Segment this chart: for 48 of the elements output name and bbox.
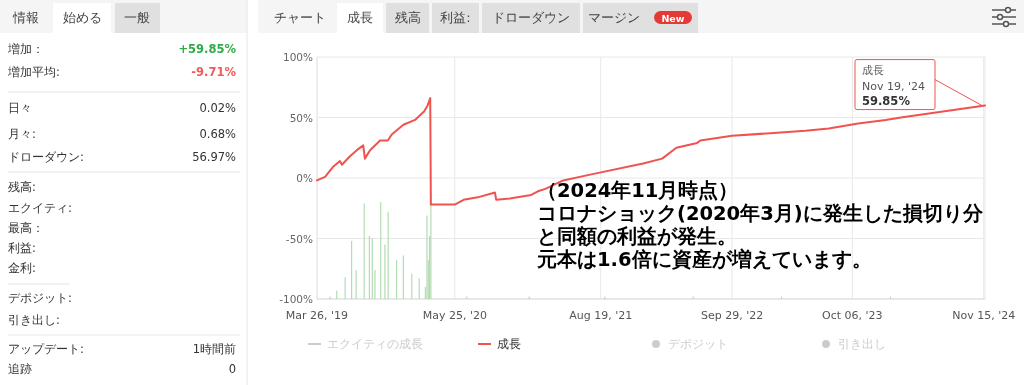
text: デポジット: <box>8 291 72 305</box>
y-tick-label: 0% <box>296 172 314 184</box>
annotation: （2024年11月時点） <box>537 179 739 202</box>
text: 56.97% <box>192 150 237 164</box>
text: -9.71% <box>191 65 237 79</box>
text: ドローダウン <box>492 10 570 25</box>
text: 情報 <box>12 10 39 25</box>
y-tick-label: -50% <box>285 232 314 245</box>
text: 日々 <box>8 101 32 115</box>
text: +59.85% <box>178 42 237 56</box>
x-tick-label: Aug 19, '21 <box>569 309 633 322</box>
text: マージン <box>588 10 640 25</box>
x-tick-label: Nov 15, '24 <box>952 309 1016 322</box>
text: 成長 <box>347 10 373 25</box>
text: エクイティ: <box>8 201 72 215</box>
annotation: 元本は1.6倍に資産が増えています。 <box>536 248 872 271</box>
text: 残高 <box>394 10 421 25</box>
text: 0 <box>228 362 236 376</box>
y-tick-label: 50% <box>289 111 314 124</box>
text: チャート <box>274 10 326 25</box>
text: 残高: <box>8 180 36 194</box>
text: 0.68% <box>199 127 237 141</box>
text: 1時間前 <box>192 342 236 356</box>
x-tick-label: Sep 29, '22 <box>700 309 764 322</box>
text: 月々: <box>8 127 36 141</box>
annotation: コロナショック(2020年3月)に発生した損切り分 <box>537 202 984 225</box>
text: 追跡 <box>8 362 32 376</box>
text: アップデート: <box>8 342 84 356</box>
text: 増加平均: <box>7 65 60 79</box>
text: 引き出し: <box>8 313 60 327</box>
text: 金利: <box>8 261 36 275</box>
y-tick-label: -100% <box>279 293 314 305</box>
text: 利益: <box>8 241 36 255</box>
x-tick-label: Oct 06, '23 <box>822 309 883 322</box>
text: 始める <box>62 10 102 25</box>
text: 最高： <box>8 221 44 235</box>
text: 一般 <box>124 10 150 25</box>
text: 0.02% <box>199 101 237 115</box>
text: ドローダウン: <box>8 150 84 164</box>
legend-label: 成長 <box>497 337 521 351</box>
text: 増加： <box>7 42 44 56</box>
x-tick-label: Mar 26, '19 <box>285 309 349 322</box>
annotation: 成長 Nov 19, '24 59.85% <box>862 63 925 108</box>
text: 利益: <box>440 10 471 25</box>
text: New <box>661 12 685 24</box>
y-tick-label: 100% <box>282 51 314 63</box>
x-tick-label: May 25, '20 <box>422 309 487 322</box>
annotation: と同額の利益が発生。 <box>537 225 737 248</box>
